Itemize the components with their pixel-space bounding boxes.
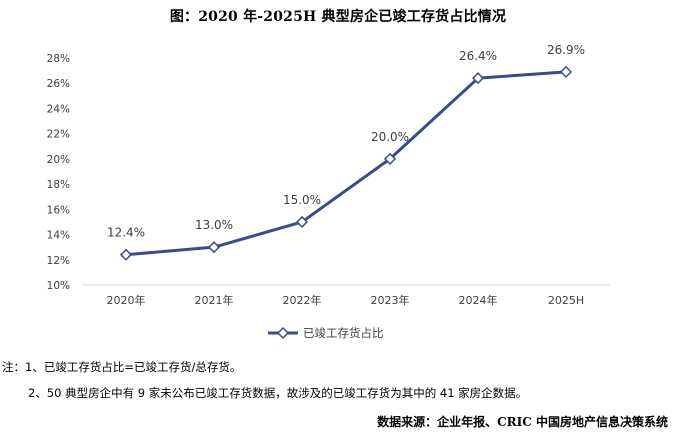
y-tick-label: 16% [47,204,70,216]
data-label: 13.0% [195,218,233,232]
y-tick-label: 20% [47,154,70,166]
y-tick-label: 26% [47,78,70,90]
data-point-marker [383,152,397,165]
data-label: 26.4% [459,49,497,63]
data-labels: 12.4% 13.0% 15.0% 20.0% 26.4% 26.9% [107,43,585,240]
footnote-1: 注：1、已竣工存货占比=已竣工存货/总存货。 [2,360,242,374]
series-line [124,70,568,257]
data-point-marker [207,241,221,254]
data-label: 26.9% [547,43,585,57]
x-tick-label: 2024年 [459,293,498,307]
x-axis: 2020年 2021年 2022年 2023年 2024年 2025H [82,284,610,307]
data-point-marker [119,248,133,261]
x-tick-label: 2023年 [371,293,410,307]
chart-title: 图：2020 年-2025H 典型房企已竣工存货占比情况 [169,9,507,25]
data-point-marker [559,65,573,78]
y-axis: 10% 12% 14% 16% 18% 20% 22% 24% 26% 28% [47,53,70,292]
data-label: 20.0% [371,130,409,144]
data-point-marker [295,215,309,229]
data-source: 数据来源：企业年报、CRIC 中国房地产信息决策系统 [377,415,668,429]
series-line-group [124,70,568,257]
x-tick-label: 2022年 [283,293,322,307]
x-tick-label: 2025H [548,294,584,307]
data-label: 12.4% [107,226,145,240]
y-tick-label: 18% [47,179,70,191]
y-tick-label: 24% [47,103,70,115]
y-tick-label: 14% [47,230,70,242]
y-tick-label: 28% [47,53,70,65]
legend: 已竣工存货占比 [268,326,384,340]
x-tick-label: 2021年 [195,293,234,307]
legend-marker [276,326,290,340]
x-tick-label: 2020年 [107,293,146,307]
legend-label: 已竣工存货占比 [303,326,384,340]
data-point-marker [471,72,485,85]
data-markers [119,65,573,261]
data-label: 15.0% [283,193,321,207]
footnote-2: 2、50 典型房企中有 9 家未公布已竣工存货数据，故涉及的已竣工存货为其中的 … [28,386,528,400]
y-tick-label: 10% [47,280,70,292]
y-tick-label: 12% [47,255,70,267]
y-tick-label: 22% [47,129,70,141]
